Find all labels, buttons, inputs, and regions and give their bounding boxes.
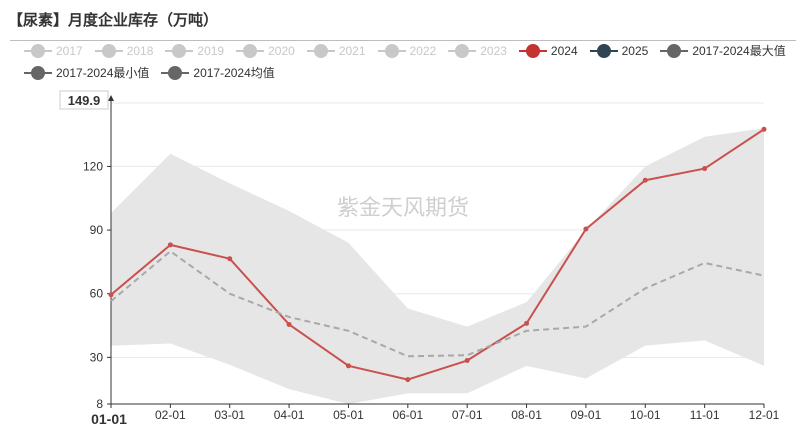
legend-marker-icon (161, 66, 190, 80)
legend-item-2017-2024均值[interactable]: 2017-2024均值 (161, 65, 275, 81)
legend-marker-icon (448, 44, 477, 58)
watermark-text: 紫金天风期货 (337, 196, 469, 221)
legend-label: 2023 (480, 44, 507, 58)
legend-label: 2019 (197, 44, 225, 58)
x-tick-label: 05-01 (333, 408, 364, 422)
legend-item-2017-2024最大值[interactable]: 2017-2024最大值 (660, 43, 786, 59)
data-point-2024 (108, 292, 114, 298)
y-axis-arrow-icon (108, 95, 114, 101)
legend-label: 2022 (409, 44, 437, 58)
y-max-label: 149.9 (68, 93, 101, 108)
legend-item-2023[interactable]: 2023 (448, 43, 507, 59)
data-point-2024 (167, 242, 173, 248)
y-tick-label: 120 (83, 159, 103, 173)
data-point-2024 (761, 126, 767, 132)
y-tick-label: 60 (90, 287, 104, 301)
legend-label: 2025 (621, 44, 649, 58)
x-tick-label: 02-01 (155, 408, 186, 422)
data-point-2024 (583, 226, 589, 232)
legend-marker-icon (518, 44, 547, 58)
x-tick-label: 12-01 (749, 408, 780, 422)
legend-marker-icon (660, 44, 689, 58)
x-tick-label: 08-01 (511, 408, 542, 422)
x-tick-label: 01-01 (91, 411, 127, 427)
legend-item-2018[interactable]: 2018 (94, 43, 154, 59)
legend-label: 2017-2024均值 (193, 66, 275, 80)
legend-marker-icon (24, 66, 52, 80)
y-tick-label: 8 (96, 397, 103, 411)
legend-item-2024[interactable]: 2024 (518, 43, 578, 59)
data-point-2024 (464, 358, 470, 364)
legend-item-2020[interactable]: 2020 (236, 43, 295, 59)
legend-label: 2017-2024最小值 (56, 66, 150, 80)
legend-label: 2017-2024最大值 (692, 44, 786, 58)
data-point-2024 (642, 177, 648, 183)
legend-label: 2024 (550, 44, 578, 58)
data-point-2024 (345, 363, 351, 369)
y-max-label-box (59, 90, 109, 110)
x-tick-label: 07-01 (452, 408, 483, 422)
legend-marker-icon (24, 44, 52, 58)
x-tick-label: 10-01 (630, 408, 661, 422)
data-point-2024 (227, 256, 233, 262)
series-line-2024 (110, 128, 765, 381)
y-tick-label: 90 (90, 223, 104, 237)
legend-label: 2018 (126, 44, 154, 58)
legend-marker-icon (377, 44, 406, 58)
legend-marker-icon (236, 44, 265, 58)
data-point-2024 (286, 321, 292, 327)
data-point-2024 (524, 320, 530, 326)
legend-marker-icon (306, 44, 335, 58)
legend-label: 2021 (338, 44, 366, 58)
legend-marker-icon (589, 44, 618, 58)
title-divider (10, 40, 796, 41)
legend-marker-icon (94, 44, 123, 58)
y-tick-label: 30 (90, 350, 104, 364)
x-tick-label: 04-01 (274, 408, 305, 422)
x-tick-label: 09-01 (571, 408, 602, 422)
legend-label: 2020 (268, 44, 295, 58)
legend-item-2021[interactable]: 2021 (306, 43, 366, 59)
legend-marker-icon (165, 44, 194, 58)
legend-item-2017-2024最小值[interactable]: 2017-2024最小值 (24, 65, 149, 81)
x-tick-label: 03-01 (214, 408, 245, 422)
legend-item-2025[interactable]: 2025 (589, 43, 649, 59)
x-tick-label: 11-01 (690, 408, 720, 422)
chart-legend: 2017 2018 2019 2020 2021 2022 2023 2024 2025 2017… (24, 43, 794, 81)
legend-item-2019[interactable]: 2019 (165, 43, 224, 59)
legend-item-2022[interactable]: 2022 (377, 43, 437, 59)
legend-item-2017[interactable]: 2017 (24, 43, 83, 59)
range-band-max-min (111, 128, 764, 404)
data-point-2024 (405, 377, 411, 383)
x-tick-label: 06-01 (392, 408, 423, 422)
chart-title: 【尿素】月度企业库存（万吨） (8, 11, 219, 29)
series-line-2017-2024均值 (110, 250, 765, 358)
data-point-2024 (702, 166, 708, 172)
legend-label: 2017 (56, 44, 83, 58)
